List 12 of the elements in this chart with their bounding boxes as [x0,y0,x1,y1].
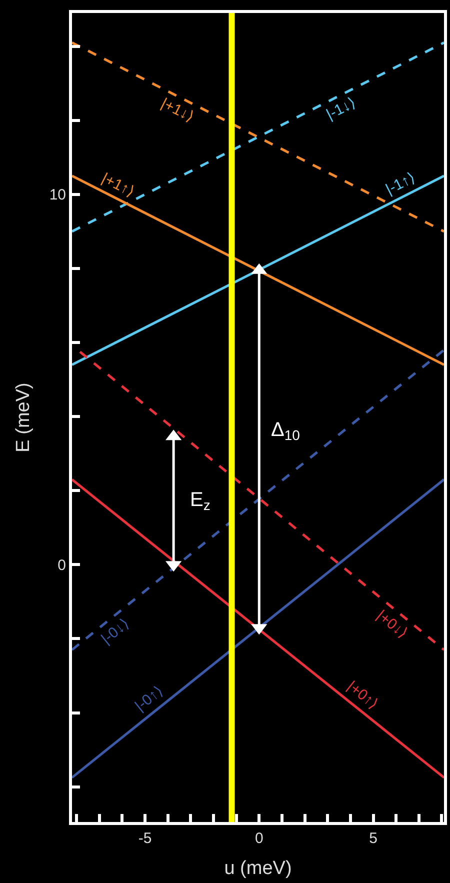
series-label: E$_{z}$ [190,489,210,514]
y-axis-title: E (meV) [13,382,34,452]
x-tick-label: 5 [369,830,378,847]
x-axis-title: u (meV) [224,858,292,879]
text: |-1↓⟩ [324,94,359,124]
x-tick-label: -5 [138,830,152,847]
y-tick-label: 10 [49,186,66,204]
x-tick-label: 0 [254,830,264,847]
text: |-1↑⟩ [383,169,418,198]
text: |+1↓⟩ [158,94,197,126]
series-label: Δ$_{10}$ [271,419,300,444]
text: |+1↑⟩ [98,170,138,201]
